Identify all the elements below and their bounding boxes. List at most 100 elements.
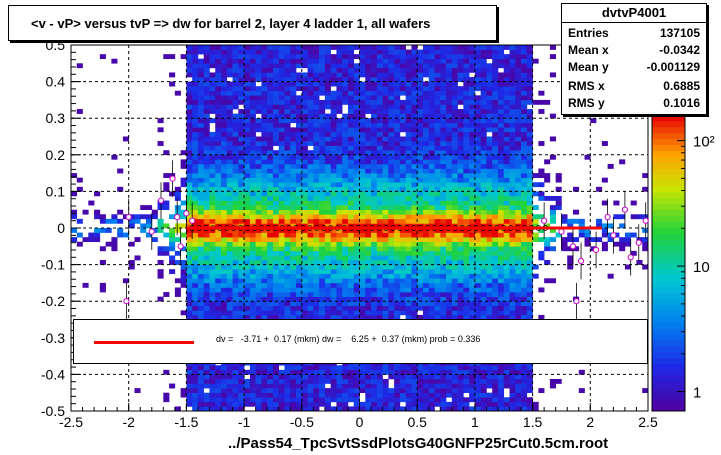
heat-cell (313, 232, 320, 238)
heat-cell (451, 406, 458, 412)
heat-cell (221, 67, 228, 73)
heat-cell (428, 72, 435, 78)
heat-cell (255, 205, 262, 211)
heat-cell (440, 406, 447, 412)
heat-cell (128, 264, 135, 270)
heat-cell (232, 131, 239, 137)
heat-cell (422, 369, 430, 375)
heat-cell (405, 113, 412, 119)
heat-cell (446, 264, 453, 270)
heat-cell (238, 90, 245, 96)
heat-cell (221, 173, 228, 178)
heat-cell (521, 232, 528, 238)
heat-cell (278, 122, 285, 128)
heat-cell (290, 305, 297, 311)
heat-cell (324, 278, 331, 284)
heat-cell (463, 173, 470, 178)
heat-cell (319, 72, 326, 78)
heat-cell (532, 191, 539, 197)
heat-cell (140, 223, 147, 229)
heat-cell (469, 282, 476, 288)
heat-cell (249, 86, 256, 92)
heat-cell (197, 383, 205, 389)
heat-cell (261, 388, 268, 394)
heat-cell (486, 282, 493, 288)
heat-cell (544, 278, 551, 284)
heat-cell (474, 49, 481, 55)
heat-cell (463, 378, 470, 384)
heat-cell (463, 241, 470, 247)
heat-cell (365, 45, 372, 50)
heat-cell (324, 388, 331, 394)
heat-cell (221, 63, 228, 69)
heat-cell (192, 63, 199, 69)
heat-cell (238, 150, 245, 156)
heat-cell (209, 99, 216, 105)
heat-cell (330, 72, 337, 78)
heat-cell (290, 255, 297, 261)
heat-cell (503, 200, 510, 206)
heat-cell (497, 232, 505, 238)
heat-cell (272, 63, 280, 69)
heat-cell (209, 250, 216, 256)
heat-cell (388, 141, 395, 146)
heat-cell (330, 182, 337, 188)
heat-cell (272, 90, 280, 96)
heat-cell (203, 173, 210, 178)
heat-cell (446, 388, 453, 394)
heat-cell (296, 310, 303, 316)
heat-cell (197, 63, 205, 69)
heat-cell (290, 369, 297, 375)
heat-cell (272, 241, 280, 247)
heat-cell (399, 58, 406, 64)
heat-cell (192, 246, 199, 252)
heat-cell (336, 49, 343, 55)
heat-cell (440, 63, 447, 69)
heat-cell (480, 200, 487, 206)
heat-cell (428, 127, 435, 133)
heat-cell (440, 301, 447, 307)
heat-cell (284, 255, 291, 261)
heat-cell (296, 287, 303, 293)
heat-cell (301, 77, 308, 82)
heat-cell (497, 305, 505, 311)
heat-cell (388, 168, 395, 174)
heat-cell (203, 191, 210, 197)
heat-cell (486, 45, 493, 50)
heat-cell (596, 237, 603, 243)
heat-cell (157, 260, 164, 265)
heat-cell (347, 77, 355, 82)
heat-cell (446, 58, 453, 64)
heat-cell (457, 397, 464, 403)
heat-cell (474, 260, 481, 265)
heat-cell (221, 195, 228, 201)
heat-cell (486, 122, 493, 128)
heat-cell (111, 154, 118, 160)
heat-cell (422, 72, 430, 78)
heat-cell (411, 292, 418, 297)
heat-cell (451, 282, 458, 288)
heat-cell (249, 113, 256, 119)
heat-cell (111, 246, 118, 252)
heat-cell (301, 104, 308, 110)
heat-cell (399, 113, 406, 119)
heat-cell (451, 241, 458, 247)
heat-cell (434, 369, 441, 375)
heat-cell (272, 374, 280, 380)
heat-cell (497, 314, 505, 320)
heat-cell (347, 150, 355, 156)
heat-cell (526, 209, 533, 215)
heat-cell (509, 282, 516, 288)
heat-cell (319, 49, 326, 55)
heat-cell (382, 232, 389, 238)
heat-cell (336, 131, 343, 137)
heat-cell (290, 191, 297, 197)
heat-cell (244, 58, 251, 64)
heat-cell (342, 305, 349, 311)
heat-cell (446, 109, 453, 114)
heat-cell (596, 186, 603, 192)
heat-cell (284, 401, 291, 407)
heat-cell (394, 159, 401, 165)
heat-cell (307, 260, 314, 265)
heat-cell (428, 218, 435, 224)
